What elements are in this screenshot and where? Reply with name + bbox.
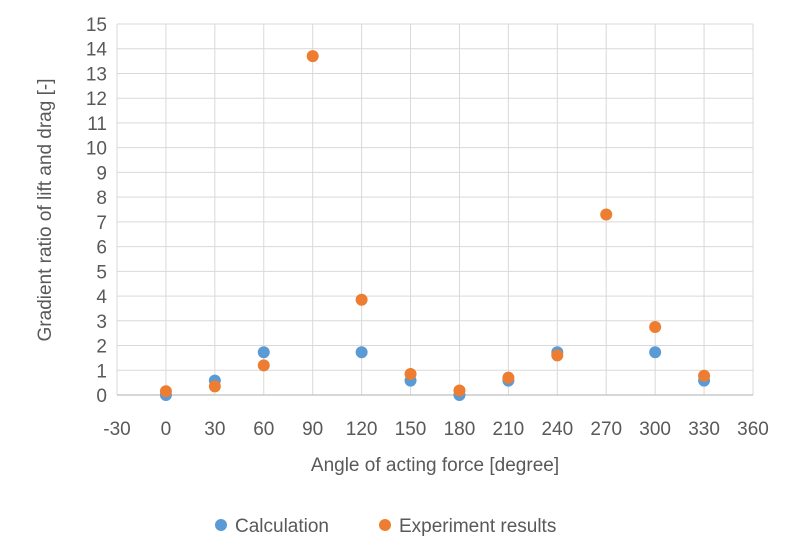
y-tick-label: 5 bbox=[96, 262, 107, 283]
y-tick-label: 13 bbox=[86, 64, 107, 85]
y-tick-label: 14 bbox=[86, 40, 108, 61]
legend-marker-calculation bbox=[215, 519, 227, 531]
x-tick-label: 300 bbox=[639, 419, 671, 440]
experiment-point bbox=[404, 367, 417, 380]
experiment-point bbox=[502, 371, 515, 384]
experiment-point bbox=[600, 208, 613, 221]
x-tick-label: 210 bbox=[493, 419, 525, 440]
y-tick-label: 8 bbox=[96, 188, 107, 209]
x-tick-label: 90 bbox=[302, 419, 323, 440]
x-tick-label: 330 bbox=[688, 419, 720, 440]
x-tick-label: 180 bbox=[444, 419, 476, 440]
experiment-point bbox=[306, 50, 319, 63]
experiment-point bbox=[208, 380, 221, 393]
y-axis-title: Gradient ratio of lift and drag [-] bbox=[35, 79, 56, 342]
x-tick-label: 270 bbox=[590, 419, 622, 440]
x-tick-label: 60 bbox=[253, 419, 274, 440]
grid bbox=[116, 23, 754, 395]
calculation-point bbox=[355, 346, 368, 359]
x-tick-label: 240 bbox=[541, 419, 573, 440]
experiment-point bbox=[159, 385, 172, 398]
legend-label-experiment: Experiment results bbox=[399, 516, 556, 537]
experiment-point bbox=[355, 293, 368, 306]
y-tick-label: 3 bbox=[96, 312, 107, 333]
calculation-point bbox=[649, 346, 662, 359]
x-tick-label: 150 bbox=[395, 419, 427, 440]
experiment-point bbox=[698, 369, 711, 382]
experiment-point bbox=[453, 384, 466, 397]
legend-marker-experiment bbox=[379, 519, 391, 531]
x-tick-label: 30 bbox=[204, 419, 225, 440]
calculation-point bbox=[257, 346, 270, 359]
y-tick-label: 7 bbox=[96, 213, 107, 234]
experiment-point bbox=[257, 359, 270, 372]
legend: Calculation Experiment results bbox=[215, 516, 556, 537]
y-tick-label: 4 bbox=[96, 287, 107, 308]
y-tick-label: 12 bbox=[86, 89, 107, 110]
y-tick-label: 0 bbox=[96, 386, 107, 407]
x-axis-title: Angle of acting force [degree] bbox=[311, 455, 559, 476]
y-tick-label: 10 bbox=[86, 139, 107, 160]
x-tick-label: 360 bbox=[737, 419, 769, 440]
y-tick-label: 9 bbox=[96, 163, 107, 184]
x-tick-label: -30 bbox=[103, 419, 130, 440]
y-tick-label: 15 bbox=[86, 15, 107, 36]
y-tick-label: 6 bbox=[96, 238, 107, 259]
x-tick-label: 120 bbox=[346, 419, 378, 440]
x-tick-label: 0 bbox=[161, 419, 172, 440]
experiment-point bbox=[649, 320, 662, 333]
data-points bbox=[159, 50, 711, 401]
y-tick-label: 11 bbox=[87, 114, 107, 135]
y-tick-label: 1 bbox=[96, 361, 107, 382]
y-tick-label: 2 bbox=[96, 337, 107, 358]
experiment-point bbox=[551, 349, 564, 362]
x-tick-labels: -30 0 30 60 90 120 150 180 210 240 270 300 330 360 bbox=[103, 419, 769, 440]
legend-label-calculation: Calculation bbox=[235, 516, 329, 537]
